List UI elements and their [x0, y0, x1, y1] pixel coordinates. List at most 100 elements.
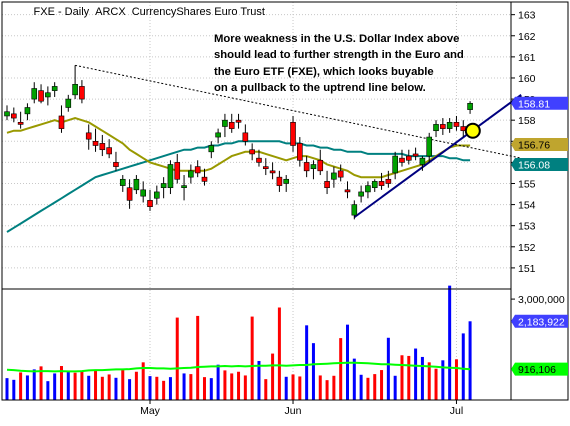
candle-body	[324, 181, 330, 189]
volume-ma-badge-text: 916,106	[518, 364, 556, 376]
candle-body	[174, 162, 181, 180]
security-name: CurrencyShares Euro Trust	[132, 6, 265, 18]
volume-bar	[277, 307, 281, 400]
candle	[119, 175, 126, 192]
volume-bar	[216, 364, 220, 400]
candle-body	[51, 86, 58, 91]
price-plot	[4, 64, 522, 233]
volume-bar	[454, 359, 458, 400]
candle	[11, 107, 17, 123]
candle	[283, 175, 290, 192]
candle-body	[337, 170, 344, 178]
candle-body	[154, 191, 160, 199]
candle	[371, 179, 378, 192]
candle	[324, 170, 330, 195]
candle	[99, 134, 106, 157]
pullback-marker	[464, 122, 481, 139]
candle-body	[412, 153, 419, 157]
volume-bar	[448, 285, 452, 400]
candle	[242, 124, 249, 146]
volume-bar	[243, 375, 247, 400]
candle	[317, 149, 324, 176]
long-ma-badge: 156.08	[511, 157, 568, 171]
volume-bar	[311, 343, 315, 400]
volume-bar	[121, 370, 125, 400]
candle-body	[113, 162, 119, 167]
volume-bar	[434, 368, 438, 400]
volume-bar	[141, 362, 145, 400]
candle	[181, 175, 187, 201]
x-axis: May Jun Jul	[140, 400, 463, 417]
candle-body	[371, 181, 378, 189]
candle	[133, 175, 140, 195]
candle	[222, 113, 228, 138]
volume-bar	[25, 375, 29, 400]
price-tick-label: 158	[518, 115, 536, 127]
volume-bar	[114, 377, 118, 400]
candle-body	[297, 143, 303, 161]
candle-body	[72, 84, 78, 96]
candle-body	[331, 172, 337, 180]
volume-bar	[87, 375, 91, 400]
candle	[433, 120, 439, 138]
candle-body	[58, 115, 65, 129]
long-ma-badge-text: 156.08	[518, 159, 550, 171]
candle	[160, 177, 167, 199]
short-ma-badge-text: 156.76	[518, 139, 550, 151]
volume-bar	[325, 380, 329, 400]
candle	[303, 156, 310, 178]
candle-body	[160, 183, 167, 189]
candle	[235, 113, 242, 129]
candle	[365, 181, 371, 199]
candle-body	[119, 178, 126, 186]
volume-bar	[196, 315, 200, 400]
candle	[467, 101, 473, 114]
candle-body	[208, 145, 215, 153]
candle-body	[385, 178, 392, 184]
volume-bar	[202, 377, 206, 400]
volume-bar	[298, 376, 302, 400]
candle-body	[283, 178, 290, 184]
volume-bar	[134, 371, 138, 400]
candle	[358, 185, 364, 203]
price-tick-label: 151	[518, 263, 536, 275]
candle	[174, 153, 181, 184]
candle	[79, 80, 85, 104]
candle-body	[38, 90, 44, 102]
candle	[58, 105, 65, 133]
candle	[290, 115, 296, 152]
candle	[399, 149, 405, 167]
candle	[24, 103, 31, 121]
volume-bar	[162, 380, 166, 400]
volume-bar	[352, 358, 356, 400]
short-moving-average-line	[6, 117, 471, 179]
candle-body	[194, 166, 201, 174]
candle-body	[249, 149, 255, 155]
volume-bar	[5, 378, 9, 400]
candle	[262, 158, 269, 176]
candle	[419, 156, 426, 171]
time-tick-label: May	[140, 405, 161, 417]
candle-body	[79, 86, 85, 100]
volume-bars	[5, 285, 472, 400]
candle-body	[242, 132, 249, 142]
candle	[85, 124, 92, 150]
candle	[51, 82, 58, 97]
volume-bar	[271, 353, 275, 400]
candle-body	[201, 176, 208, 182]
value-badges: 158.81 156.76 156.08 2,183,922 916,106	[511, 96, 568, 376]
volume-bar	[366, 377, 370, 400]
volume-bar	[468, 321, 472, 400]
annotation-line-1: More weakness in the U.S. Dollar Index a…	[214, 33, 459, 45]
time-tick-label: Jun	[285, 405, 302, 417]
short-ma-badge-shape	[511, 137, 568, 151]
volume-bar	[148, 376, 152, 400]
candle-body	[358, 191, 364, 197]
candle	[310, 160, 317, 180]
candle-body	[310, 164, 317, 170]
volume-bar	[400, 355, 404, 400]
candle-body	[167, 164, 174, 189]
volume-bar	[441, 360, 445, 400]
